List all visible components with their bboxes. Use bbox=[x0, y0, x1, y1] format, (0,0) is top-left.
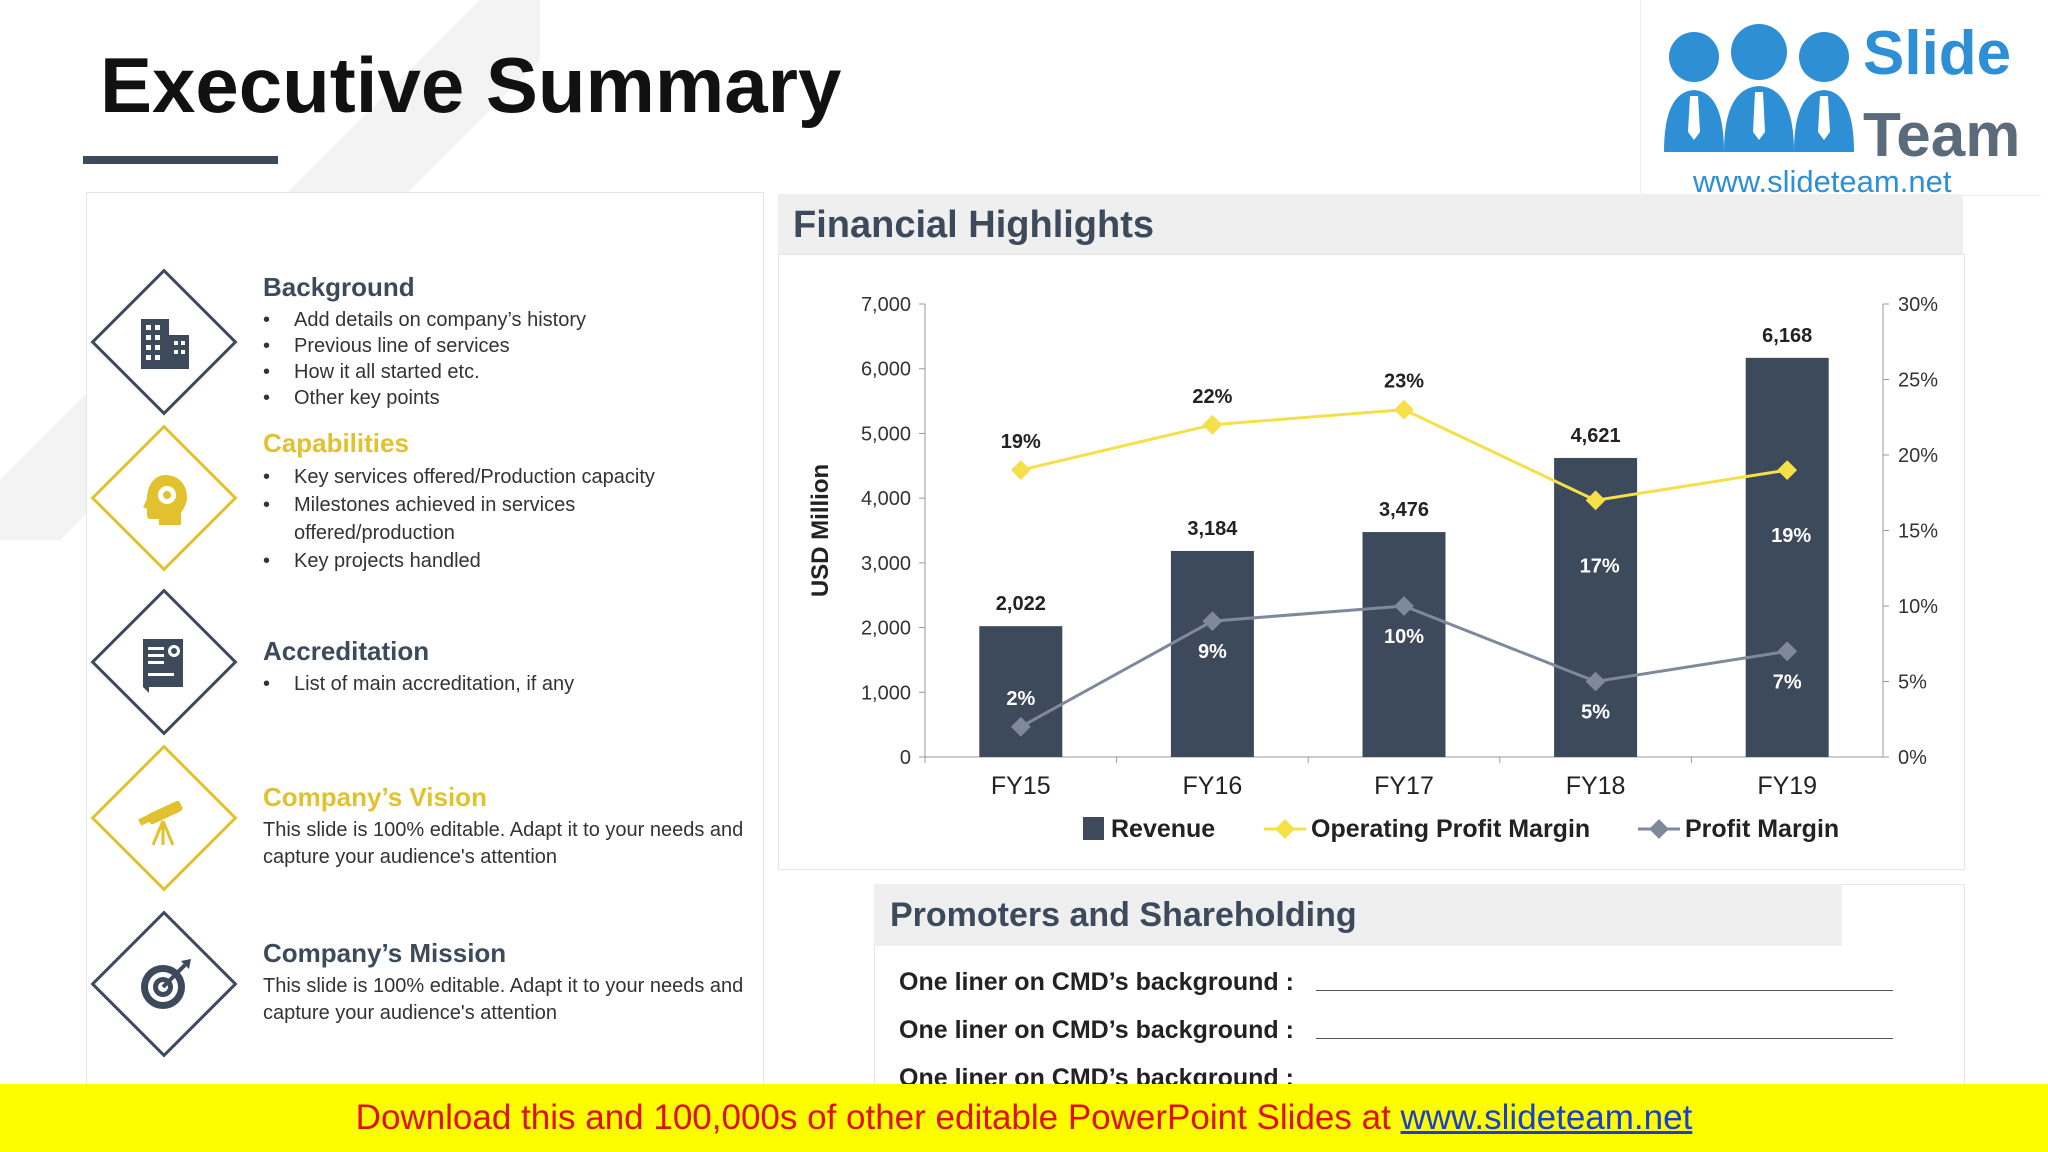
operating-margin-line bbox=[1020, 408, 1788, 502]
operating-margin-marker bbox=[1202, 414, 1223, 435]
title-underline bbox=[83, 156, 278, 164]
promoters-header: Promoters and Shareholding bbox=[874, 884, 1842, 946]
promoter-line: One liner on CMD’s background : bbox=[899, 968, 1294, 996]
operating-margin-data-label: 23% bbox=[1384, 371, 1424, 393]
section-title: Company’s Mission bbox=[263, 938, 507, 968]
y-axis-title: USD Million bbox=[807, 464, 834, 597]
logo-url-link[interactable]: www.slideteam.net bbox=[1693, 164, 1952, 199]
x-tick-label: FY18 bbox=[1566, 772, 1626, 800]
promoter-input-line[interactable] bbox=[1316, 1038, 1893, 1039]
revenue-data-label: 2,022 bbox=[996, 593, 1046, 615]
accreditation-icon-frame bbox=[90, 588, 240, 738]
operating-margin-data-label: 22% bbox=[1192, 386, 1232, 408]
financial-header: Financial Highlights bbox=[778, 194, 1963, 254]
y2-tick-label: 0% bbox=[1898, 747, 1927, 769]
y-tick-label: 2,000 bbox=[861, 618, 911, 640]
section-title: Company’s Vision bbox=[263, 782, 487, 812]
y-tick-label: 5,000 bbox=[861, 423, 911, 445]
y-tick-label: 6,000 bbox=[861, 359, 911, 381]
section-text: This slide is 100% editable. Adapt it to… bbox=[263, 975, 744, 1024]
section-title: Background bbox=[263, 272, 415, 302]
operating-margin-data-label: 19% bbox=[1771, 525, 1811, 547]
revenue-bar bbox=[1745, 357, 1829, 757]
revenue-data-label: 6,168 bbox=[1762, 325, 1812, 347]
building-icon bbox=[141, 319, 189, 369]
y-tick-label: 4,000 bbox=[861, 488, 911, 510]
y-tick-label: 7,000 bbox=[861, 294, 911, 316]
y-tick-label: 1,000 bbox=[861, 682, 911, 704]
promoter-line: One liner on CMD’s background : bbox=[899, 1016, 1294, 1044]
revenue-data-label: 3,476 bbox=[1379, 499, 1429, 521]
operating-margin-data-label: 17% bbox=[1580, 555, 1620, 577]
x-tick-label: FY19 bbox=[1757, 772, 1817, 800]
financial-header-title: Financial Highlights bbox=[793, 204, 1155, 246]
bullet-item: Milestones achieved in services offered/… bbox=[263, 491, 703, 547]
banner-link[interactable]: www.slideteam.net bbox=[1400, 1098, 1693, 1137]
legend-operating-margin-label: Operating Profit Margin bbox=[1311, 815, 1590, 843]
operating-margin-marker bbox=[1585, 490, 1606, 511]
operating-margin-data-label: 19% bbox=[1001, 431, 1041, 453]
section-title: Accreditation bbox=[263, 636, 430, 666]
target-icon bbox=[141, 959, 191, 1009]
profit-margin-data-label: 10% bbox=[1384, 626, 1424, 648]
logo-slide-text: Slide bbox=[1863, 19, 2012, 88]
banner-text: Download this and 100,000s of other edit… bbox=[355, 1098, 1401, 1137]
slideteam-logo: Slide Team www.slideteam.net bbox=[1640, 0, 2041, 199]
profit-margin-data-label: 5% bbox=[1581, 702, 1610, 724]
logo-team-text: Team bbox=[1863, 101, 2021, 170]
operating-margin-marker bbox=[1777, 460, 1798, 480]
operating-margin-marker bbox=[1394, 399, 1414, 420]
legend-profit-margin-label: Profit Margin bbox=[1685, 815, 1839, 843]
bullet-item: How it all started etc. bbox=[263, 359, 763, 385]
y-tick-label: 0 bbox=[900, 747, 911, 769]
operating-margin-marker bbox=[1010, 460, 1031, 480]
y2-tick-label: 25% bbox=[1898, 370, 1938, 392]
y-tick-label: 3,000 bbox=[861, 553, 911, 575]
section-title: Capabilities bbox=[263, 428, 409, 458]
head-gears-icon bbox=[143, 475, 187, 525]
bullet-item: Key projects handled bbox=[263, 547, 703, 575]
revenue-bar bbox=[1362, 532, 1446, 757]
x-tick-label: FY15 bbox=[991, 772, 1051, 800]
financial-chart: 0 1,000 2,000 3,000 4,000 5,000 6,000 7,000 0% 5%… bbox=[807, 294, 1938, 843]
y2-tick-label: 30% bbox=[1898, 294, 1938, 316]
capabilities-icon-frame bbox=[90, 424, 240, 574]
promoters-header-title: Promoters and Shareholding bbox=[890, 896, 1357, 934]
revenue-data-label: 3,184 bbox=[1187, 518, 1238, 540]
bullet-item: Previous line of services bbox=[263, 333, 763, 359]
bullet-item: Add details on company’s history bbox=[263, 307, 763, 333]
telescope-icon bbox=[138, 800, 183, 846]
profit-margin-data-label: 9% bbox=[1198, 641, 1227, 663]
download-banner: Download this and 100,000s of other edit… bbox=[0, 1084, 2048, 1152]
y2-tick-label: 5% bbox=[1898, 672, 1927, 694]
people-icon bbox=[1664, 24, 1854, 152]
certificate-icon bbox=[143, 639, 183, 693]
bullet-item: Key services offered/Production capacity bbox=[263, 463, 703, 491]
revenue-bar bbox=[1170, 550, 1254, 757]
page-title: Executive Summary bbox=[100, 41, 842, 129]
revenue-data-label: 4,621 bbox=[1571, 425, 1621, 447]
profit-margin-marker bbox=[1585, 671, 1606, 692]
x-tick-label: FY17 bbox=[1374, 772, 1434, 800]
profit-margin-marker bbox=[1394, 596, 1414, 616]
mission-icon-frame bbox=[90, 910, 240, 1060]
vision-icon-frame bbox=[90, 744, 240, 894]
bullet-item: List of main accreditation, if any bbox=[263, 671, 763, 697]
x-tick-label: FY16 bbox=[1183, 772, 1243, 800]
section-text: This slide is 100% editable. Adapt it to… bbox=[263, 819, 744, 868]
y2-tick-label: 10% bbox=[1898, 596, 1938, 618]
legend-revenue-label: Revenue bbox=[1111, 815, 1215, 843]
y2-tick-label: 20% bbox=[1898, 445, 1938, 467]
background-icon-frame bbox=[90, 268, 240, 418]
legend-operating-margin-marker bbox=[1275, 819, 1295, 839]
y2-tick-label: 15% bbox=[1898, 521, 1938, 543]
legend-revenue-swatch bbox=[1083, 817, 1104, 840]
profit-margin-data-label: 2% bbox=[1006, 688, 1035, 710]
profit-margin-data-label: 7% bbox=[1773, 671, 1802, 693]
bullet-item: Other key points bbox=[263, 385, 763, 411]
promoter-input-line[interactable] bbox=[1316, 990, 1893, 991]
legend-profit-margin-marker bbox=[1649, 819, 1669, 839]
